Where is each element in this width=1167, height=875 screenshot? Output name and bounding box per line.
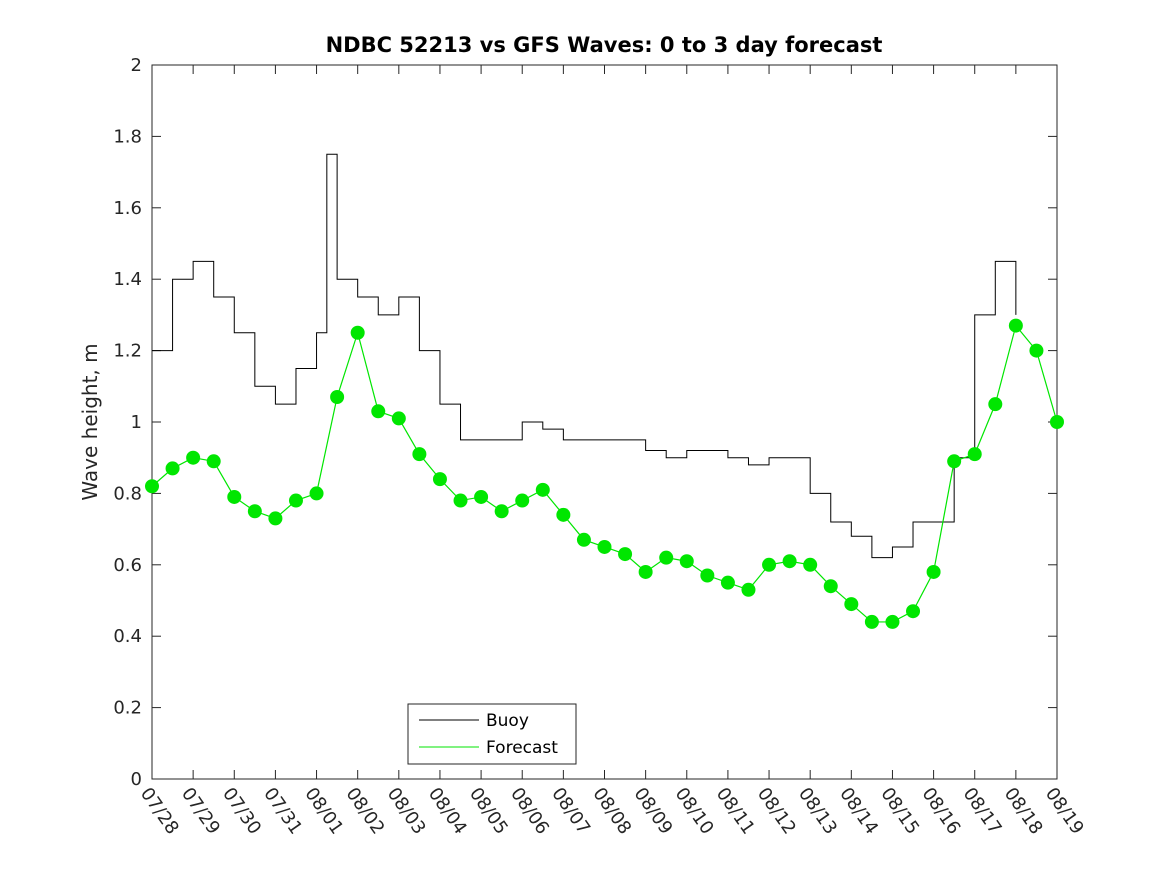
- forecast-point: [803, 557, 818, 572]
- forecast-point: [844, 597, 859, 612]
- x-tick-label: 08/17: [959, 784, 1006, 839]
- forecast-point: [247, 504, 262, 519]
- forecast-point: [823, 579, 838, 594]
- chart-title: NDBC 52213 vs GFS Waves: 0 to 3 day fore…: [326, 33, 883, 57]
- forecast-point: [782, 554, 797, 569]
- forecast-point: [227, 489, 242, 504]
- x-tick-label: 08/12: [753, 784, 800, 839]
- forecast-point: [679, 554, 694, 569]
- forecast-point: [597, 539, 612, 554]
- x-tick-label: 08/05: [465, 784, 512, 839]
- x-tick-label: 08/19: [1041, 784, 1088, 839]
- forecast-point: [741, 582, 756, 597]
- forecast-series: [145, 318, 1064, 629]
- forecast-point: [432, 472, 447, 487]
- y-tick-label: 1.8: [113, 126, 142, 147]
- forecast-point: [926, 564, 941, 579]
- plot-area: [151, 64, 1058, 780]
- y-tick-label: 1: [131, 412, 142, 433]
- forecast-point: [453, 493, 468, 508]
- forecast-point: [412, 447, 427, 462]
- forecast-point: [494, 504, 509, 519]
- forecast-point: [371, 404, 386, 419]
- forecast-point: [947, 454, 962, 469]
- forecast-point: [618, 547, 633, 562]
- x-tick-label: 08/08: [588, 784, 635, 839]
- x-tick-label: 08/11: [712, 784, 759, 839]
- forecast-point: [330, 390, 345, 405]
- forecast-point: [864, 614, 879, 629]
- forecast-point: [268, 511, 283, 526]
- forecast-point: [720, 575, 735, 590]
- forecast-point: [165, 461, 180, 476]
- x-tick-label: 08/07: [547, 784, 594, 839]
- y-axis: 0 0.2 0.4 0.6 0.8 1 1.2 1.4 1.6 1.8 2: [113, 55, 1057, 790]
- x-tick-label: 08/13: [794, 784, 841, 839]
- forecast-point: [206, 454, 221, 469]
- y-tick-label: 1.4: [113, 269, 142, 290]
- x-tick-label: 08/04: [424, 784, 471, 839]
- forecast-point: [885, 614, 900, 629]
- y-tick-label: 2: [131, 55, 142, 76]
- x-tick-label: 08/06: [506, 784, 553, 839]
- forecast-point: [659, 550, 674, 565]
- legend-buoy-label: Buoy: [486, 711, 529, 731]
- forecast-point: [638, 564, 653, 579]
- x-tick-label: 07/28: [136, 784, 183, 839]
- y-tick-label: 1.6: [113, 198, 142, 219]
- y-tick-label: 0.2: [113, 698, 142, 719]
- forecast-point: [1029, 343, 1044, 358]
- x-tick-label: 08/15: [876, 784, 923, 839]
- forecast-point: [988, 397, 1003, 412]
- forecast-point: [391, 411, 406, 426]
- y-tick-label: 1.2: [113, 341, 142, 362]
- forecast-point: [145, 479, 159, 494]
- x-tick-label: 07/30: [218, 784, 265, 839]
- x-tick-label: 08/09: [630, 784, 677, 839]
- legend: Buoy Forecast: [407, 703, 577, 765]
- x-tick-label: 08/16: [917, 784, 964, 839]
- x-tick-label: 08/01: [300, 784, 347, 839]
- x-tick-label: 08/14: [835, 784, 882, 839]
- y-tick-label: 0.8: [113, 483, 142, 504]
- forecast-point: [700, 568, 715, 583]
- forecast-point: [535, 482, 550, 497]
- forecast-point: [515, 493, 530, 508]
- x-tick-label: 08/18: [1000, 784, 1047, 839]
- forecast-point: [762, 557, 777, 572]
- forecast-point: [576, 532, 591, 547]
- y-tick-label: 0: [131, 769, 142, 790]
- x-tick-label: 07/29: [177, 784, 224, 839]
- legend-forecast-label: Forecast: [486, 738, 558, 758]
- y-tick-label: 0.4: [113, 626, 142, 647]
- forecast-point: [906, 604, 921, 619]
- forecast-point: [1008, 318, 1023, 333]
- forecast-point: [350, 325, 365, 340]
- forecast-point: [967, 447, 982, 462]
- forecast-point: [556, 507, 571, 522]
- forecast-point: [186, 450, 201, 465]
- forecast-point: [474, 489, 489, 504]
- forecast-point: [288, 493, 303, 508]
- buoy-series: [152, 153, 1017, 559]
- y-axis-label: Wave height, m: [78, 343, 102, 500]
- forecast-point: [1050, 415, 1064, 429]
- forecast-point: [309, 486, 324, 501]
- y-tick-label: 0.6: [113, 555, 142, 576]
- x-tick-label: 08/03: [383, 784, 430, 839]
- buoy-line: [152, 153, 1017, 559]
- x-tick-label: 08/10: [671, 784, 718, 839]
- x-tick-label: 07/31: [259, 784, 306, 839]
- x-tick-label: 08/02: [342, 784, 389, 839]
- legend-box: [407, 703, 577, 765]
